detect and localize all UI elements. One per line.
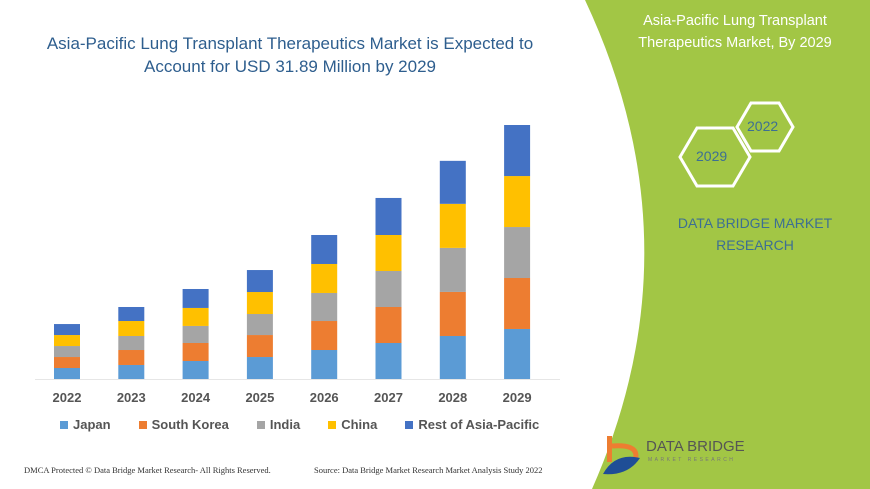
bar-segment-2028-japan <box>439 335 466 379</box>
bar-segment-2022-south-korea <box>54 357 80 369</box>
x-tick-label: 2026 <box>310 390 339 405</box>
legend-label: South Korea <box>151 417 229 432</box>
legend-item: India <box>256 417 301 432</box>
legend-item: China <box>328 417 377 432</box>
legend-swatch <box>328 420 337 429</box>
bar-segment-2026-rest-of-asia-pacific <box>311 234 338 264</box>
legend-label: Japan <box>73 417 111 432</box>
legend-swatch <box>256 420 265 429</box>
bar-segment-2023-rest-of-asia-pacific <box>118 306 145 322</box>
x-tick-label: 2023 <box>117 390 146 405</box>
bar-segment-2026-japan <box>311 350 338 379</box>
data-bridge-logo-icon <box>603 436 640 475</box>
chart-legend: Japan South Korea India China Rest of Asia-P… <box>60 417 567 432</box>
bar-segment-2025-rest-of-asia-pacific <box>246 270 273 293</box>
x-tick-label: 2022 <box>53 390 82 405</box>
bar-segment-2025-india <box>246 314 273 336</box>
bar-segment-2024-japan <box>182 360 209 379</box>
x-tick-label: 2028 <box>438 390 467 405</box>
bar-segment-2025-south-korea <box>246 335 273 358</box>
side-panel-title: Asia-Pacific Lung Transplant Therapeutic… <box>600 10 870 54</box>
legend-label: India <box>269 417 301 432</box>
bar-segment-2029-rest-of-asia-pacific <box>504 125 531 177</box>
bar-segment-2026-south-korea <box>311 321 338 351</box>
brand-name: DATA BRIDGE MARKET RESEARCH <box>660 212 850 256</box>
x-tick-label: 2025 <box>245 390 274 405</box>
brand-line1: DATA BRIDGE MARKET <box>677 215 833 231</box>
legend-swatch <box>138 420 147 429</box>
side-title-line2: Therapeutics Market, By 2029 <box>638 35 832 51</box>
bar-segment-2023-japan <box>118 364 145 379</box>
bar-segment-2022-japan <box>54 368 80 379</box>
stacked-bar-chart: 2022 2023 2024 2025 2026 2027 2028 2029 <box>35 125 560 405</box>
bar-segment-2024-rest-of-asia-pacific <box>182 288 209 308</box>
bar-segment-2028-india <box>439 247 466 292</box>
hexagon-2029 <box>678 126 752 188</box>
bar-segment-2024-india <box>182 325 209 343</box>
logo-subtext: MARKET RESEARCH <box>648 457 736 463</box>
green-side-panel <box>585 0 870 489</box>
bar-segment-2024-china <box>182 307 209 326</box>
hex-label-2022: 2022 <box>747 118 779 134</box>
bar-segment-2026-china <box>311 263 338 293</box>
bar-segment-2028-rest-of-asia-pacific <box>439 160 466 204</box>
legend-label: Rest of Asia-Pacific <box>418 417 540 432</box>
hex-label-2029: 2029 <box>696 148 728 164</box>
bar-segment-2027-china <box>375 234 402 271</box>
x-tick-label: 2027 <box>374 390 403 405</box>
bar-segment-2027-japan <box>375 342 402 379</box>
legend-item: Rest of Asia-Pacific <box>405 417 539 432</box>
x-tick-label: 2024 <box>181 390 211 405</box>
bar-segment-2025-china <box>246 292 273 315</box>
bar-segment-2029-china <box>504 176 531 228</box>
bar-segment-2022-china <box>54 335 80 347</box>
chart-title: Asia-Pacific Lung Transplant Therapeutic… <box>20 32 560 78</box>
bar-segment-2023-india <box>118 335 145 351</box>
legend-item: Japan <box>60 417 111 432</box>
bar-segment-2022-rest-of-asia-pacific <box>54 324 80 336</box>
bar-segment-2027-india <box>375 270 402 307</box>
legend-item: South Korea <box>138 417 229 432</box>
logo-text: DATA BRIDGE <box>646 438 745 455</box>
bar-segment-2023-south-korea <box>118 350 145 365</box>
hexagon-2022 <box>735 101 795 153</box>
bar-segment-2027-rest-of-asia-pacific <box>375 197 402 235</box>
bar-segment-2029-japan <box>504 328 531 379</box>
legend-swatch <box>60 420 68 429</box>
side-title-line1: Asia-Pacific Lung Transplant <box>643 13 827 29</box>
bar-segment-2029-south-korea <box>504 278 531 329</box>
footer-source: Source: Data Bridge Market Research Mark… <box>314 465 543 475</box>
brand-line2: RESEARCH <box>716 237 794 253</box>
chart-title-line1: Asia-Pacific Lung Transplant Therapeutic… <box>46 34 534 53</box>
bar-segment-2028-china <box>439 203 466 248</box>
bar-segment-2023-china <box>118 321 145 336</box>
bar-segment-2029-india <box>504 227 531 279</box>
legend-label: China <box>341 417 378 432</box>
chart-title-line2: Account for USD 31.89 Million by 2029 <box>144 57 436 76</box>
footer-copyright: DMCA Protected © Data Bridge Market Rese… <box>24 465 271 475</box>
bar-segment-2027-south-korea <box>375 306 402 343</box>
x-tick-label: 2029 <box>503 390 532 405</box>
bar-segment-2028-south-korea <box>439 291 466 336</box>
bar-segment-2026-india <box>311 292 338 322</box>
legend-swatch <box>405 420 414 429</box>
bar-segment-2025-japan <box>246 357 273 379</box>
bar-segment-2024-south-korea <box>182 342 209 361</box>
bar-segment-2022-india <box>54 346 80 358</box>
